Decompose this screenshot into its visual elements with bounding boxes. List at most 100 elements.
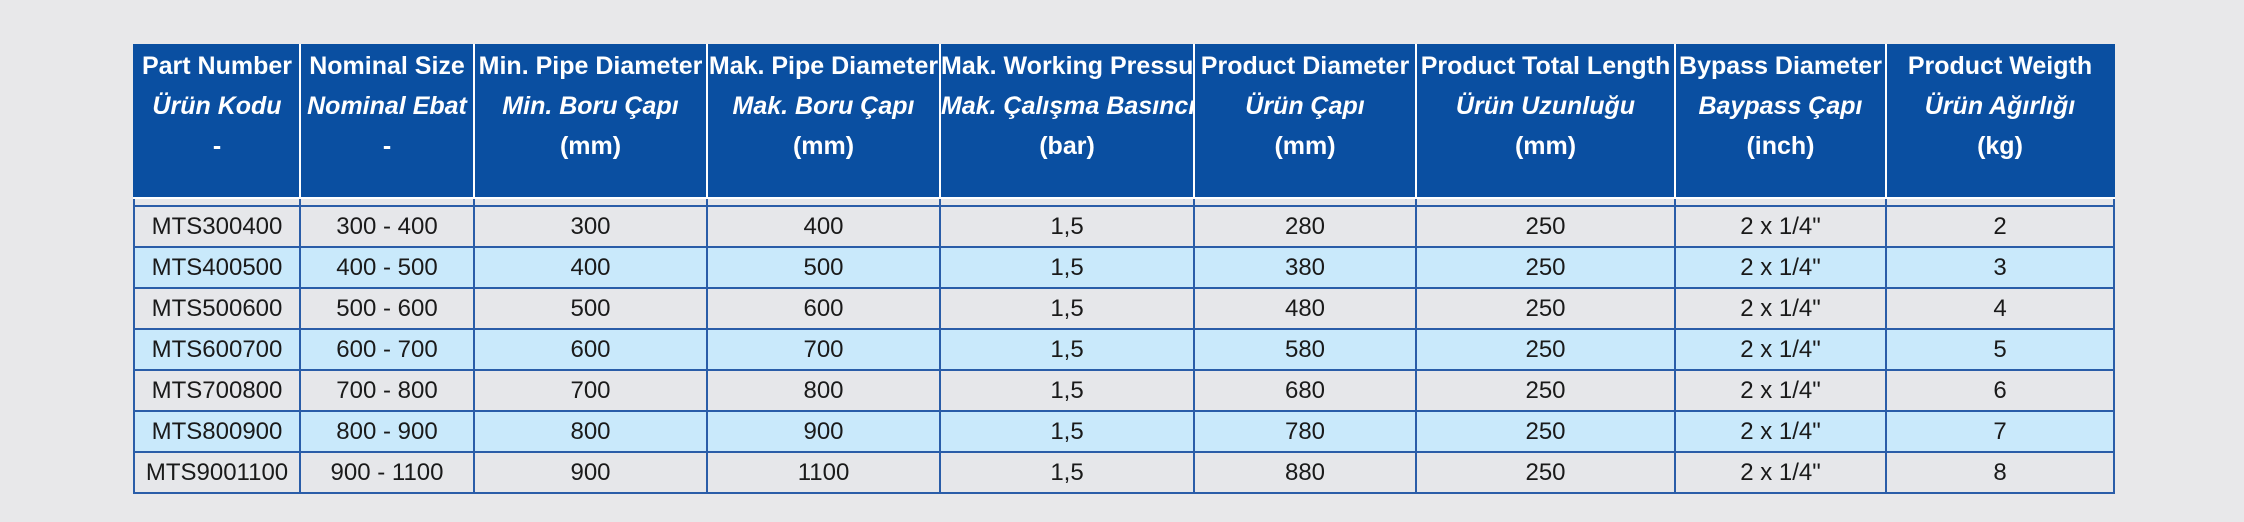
header-product-weight-tr: Ürün Ağırlığı: [1924, 92, 2076, 120]
header-max-pipe-diameter: Mak. Pipe Diameter Mak. Boru Çapı (mm): [706, 44, 941, 199]
header-product-diameter-tr: Ürün Çapı: [1245, 92, 1365, 120]
header-nominal-size-en: Nominal Size: [309, 52, 465, 80]
cell-min-pipe-diameter: 600: [473, 328, 708, 371]
cell-product-diameter: 880: [1193, 451, 1417, 494]
cell-max-pipe-diameter: 900: [706, 410, 941, 453]
cell-product-weight: 8: [1885, 451, 2115, 494]
table-row: MTS9001100 900 - 1100 900 1100 1,5 880 250 2 x …: [133, 451, 2115, 494]
spacer-cell: [1885, 198, 2115, 206]
cell-product-total-length: 250: [1415, 205, 1676, 248]
header-product-weight-unit: (kg): [1977, 132, 2023, 160]
header-nominal-size-unit: -: [382, 132, 392, 160]
header-max-working-pressure-unit: (bar): [1039, 132, 1095, 160]
cell-part-number: MTS400500: [133, 246, 301, 289]
cell-bypass-diameter: 2 x 1/4": [1674, 328, 1887, 371]
cell-bypass-diameter: 2 x 1/4": [1674, 287, 1887, 330]
header-max-working-pressure-en: Mak. Working Pressure: [941, 52, 1194, 80]
cell-min-pipe-diameter: 800: [473, 410, 708, 453]
spacer-cell: [133, 198, 301, 206]
header-min-pipe-diameter-tr: Min. Boru Çapı: [502, 92, 679, 120]
cell-max-pipe-diameter: 500: [706, 246, 941, 289]
cell-max-working-pressure: 1,5: [939, 328, 1195, 371]
cell-product-weight: 5: [1885, 328, 2115, 371]
spacer-cell: [299, 198, 475, 206]
cell-product-diameter: 280: [1193, 205, 1417, 248]
cell-max-working-pressure: 1,5: [939, 451, 1195, 494]
spacer-cell: [706, 198, 941, 206]
spacer-cell: [473, 198, 708, 206]
header-max-pipe-diameter-en: Mak. Pipe Diameter: [708, 52, 939, 80]
table-row: MTS700800 700 - 800 700 800 1,5 680 250 2 x 1/4…: [133, 369, 2115, 412]
header-max-pipe-diameter-unit: (mm): [792, 132, 855, 160]
table-row: MTS300400 300 - 400 300 400 1,5 280 250 2 x 1/4…: [133, 205, 2115, 248]
cell-product-weight: 3: [1885, 246, 2115, 289]
header-max-pipe-diameter-tr: Mak. Boru Çapı: [732, 92, 915, 120]
cell-nominal-size: 400 - 500: [299, 246, 475, 289]
cell-product-weight: 6: [1885, 369, 2115, 412]
table-row: MTS600700 600 - 700 600 700 1,5 580 250 2 x 1/4…: [133, 328, 2115, 371]
header-max-working-pressure: Mak. Working Pressure Mak. Çalışma Basın…: [939, 44, 1195, 199]
product-spec-table: Part Number Ürün Kodu - Nominal Size Nom…: [133, 44, 2115, 494]
cell-product-total-length: 250: [1415, 328, 1676, 371]
header-product-total-length-tr: Ürün Uzunluğu: [1455, 92, 1636, 120]
header-part-number-tr: Ürün Kodu: [152, 92, 282, 120]
table-spacer-row: [133, 198, 2115, 206]
cell-max-working-pressure: 1,5: [939, 369, 1195, 412]
cell-min-pipe-diameter: 900: [473, 451, 708, 494]
cell-nominal-size: 600 - 700: [299, 328, 475, 371]
cell-product-diameter: 480: [1193, 287, 1417, 330]
header-min-pipe-diameter-en: Min. Pipe Diameter: [478, 52, 703, 80]
header-bypass-diameter-unit: (inch): [1746, 132, 1815, 160]
header-part-number-en: Part Number: [141, 52, 293, 80]
cell-max-working-pressure: 1,5: [939, 287, 1195, 330]
cell-product-total-length: 250: [1415, 287, 1676, 330]
cell-product-total-length: 250: [1415, 369, 1676, 412]
header-product-total-length-en: Product Total Length: [1420, 52, 1671, 80]
cell-product-diameter: 380: [1193, 246, 1417, 289]
cell-bypass-diameter: 2 x 1/4": [1674, 369, 1887, 412]
cell-nominal-size: 300 - 400: [299, 205, 475, 248]
cell-min-pipe-diameter: 300: [473, 205, 708, 248]
cell-part-number: MTS700800: [133, 369, 301, 412]
cell-max-pipe-diameter: 800: [706, 369, 941, 412]
cell-product-weight: 2: [1885, 205, 2115, 248]
cell-max-working-pressure: 1,5: [939, 410, 1195, 453]
table-header: Part Number Ürün Kodu - Nominal Size Nom…: [133, 44, 2115, 199]
spacer-cell: [1193, 198, 1417, 206]
cell-part-number: MTS300400: [133, 205, 301, 248]
cell-min-pipe-diameter: 500: [473, 287, 708, 330]
table-row: MTS800900 800 - 900 800 900 1,5 780 250 2 x 1/4…: [133, 410, 2115, 453]
header-part-number-unit: -: [212, 132, 222, 160]
header-product-total-length-unit: (mm): [1514, 132, 1577, 160]
cell-product-total-length: 250: [1415, 246, 1676, 289]
spacer-cell: [939, 198, 1195, 206]
cell-product-diameter: 680: [1193, 369, 1417, 412]
table-body: MTS300400 300 - 400 300 400 1,5 280 250 2 x 1/4…: [133, 198, 2115, 494]
cell-max-pipe-diameter: 1100: [706, 451, 941, 494]
header-max-working-pressure-tr: Mak. Çalışma Basıncı: [941, 92, 1194, 120]
header-bypass-diameter: Bypass Diameter Baypass Çapı (inch): [1674, 44, 1887, 199]
cell-bypass-diameter: 2 x 1/4": [1674, 246, 1887, 289]
cell-max-pipe-diameter: 400: [706, 205, 941, 248]
spacer-cell: [1415, 198, 1676, 206]
cell-nominal-size: 700 - 800: [299, 369, 475, 412]
cell-min-pipe-diameter: 400: [473, 246, 708, 289]
cell-nominal-size: 800 - 900: [299, 410, 475, 453]
header-nominal-size: Nominal Size Nominal Ebat -: [299, 44, 475, 199]
header-nominal-size-tr: Nominal Ebat: [307, 92, 467, 120]
cell-part-number: MTS500600: [133, 287, 301, 330]
header-product-diameter-en: Product Diameter: [1200, 52, 1410, 80]
cell-min-pipe-diameter: 700: [473, 369, 708, 412]
header-part-number: Part Number Ürün Kodu -: [133, 44, 301, 199]
cell-product-diameter: 580: [1193, 328, 1417, 371]
table-row: MTS400500 400 - 500 400 500 1,5 380 250 2 x 1/4…: [133, 246, 2115, 289]
cell-product-weight: 7: [1885, 410, 2115, 453]
cell-product-total-length: 250: [1415, 451, 1676, 494]
cell-part-number: MTS800900: [133, 410, 301, 453]
header-bypass-diameter-tr: Baypass Çapı: [1698, 92, 1863, 120]
cell-product-weight: 4: [1885, 287, 2115, 330]
spacer-cell: [1674, 198, 1887, 206]
cell-bypass-diameter: 2 x 1/4": [1674, 451, 1887, 494]
cell-bypass-diameter: 2 x 1/4": [1674, 410, 1887, 453]
header-min-pipe-diameter: Min. Pipe Diameter Min. Boru Çapı (mm): [473, 44, 708, 199]
